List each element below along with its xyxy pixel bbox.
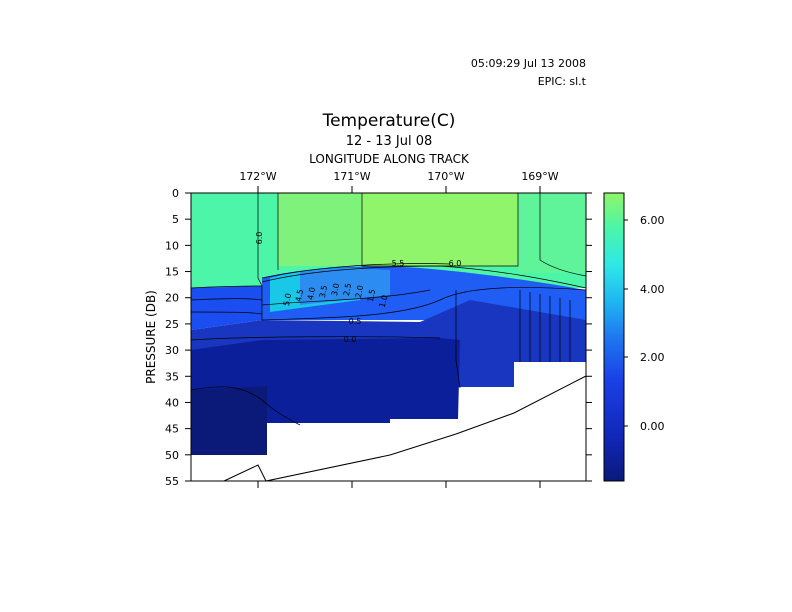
coldest-patch <box>191 384 267 455</box>
contour-label: 5.5 <box>392 259 405 268</box>
y-axis: 0 5 10 15 20 25 30 35 40 45 50 55 <box>165 187 592 488</box>
contour-labels: 6.0 5.0 4.5 4.0 3.5 3.0 2.5 2.0 1.5 1.0 0.5 0.0 5.5 6… <box>255 232 461 344</box>
y-tick-label: 20 <box>165 292 179 305</box>
contour-label: 0.5 <box>349 317 362 326</box>
x-tick-label: 169°W <box>521 170 558 183</box>
thermocline-band <box>191 286 262 330</box>
warm-patch <box>278 193 362 266</box>
chart-subtitle: 12 - 13 Jul 08 <box>346 134 433 149</box>
contour-label: 1.5 <box>366 289 377 303</box>
y-tick-label: 50 <box>165 449 179 462</box>
contour-label: 2.0 <box>354 285 365 299</box>
contour-label: 4.0 <box>306 287 317 301</box>
warm-patch-east <box>518 193 586 273</box>
contour-label: 2.5 <box>342 283 353 297</box>
y-tick-label: 15 <box>165 266 179 279</box>
chart-title: Temperature(C) <box>322 111 456 131</box>
x-tick-label: 170°W <box>427 170 464 183</box>
y-tick-label: 25 <box>165 318 179 331</box>
y-tick-label: 55 <box>165 475 179 488</box>
contour-label: 6.0 <box>255 232 264 245</box>
contour-label: 4.5 <box>294 289 305 303</box>
cold-patch <box>191 338 460 423</box>
y-tick-label: 10 <box>165 239 179 252</box>
contour-label: 0.0 <box>344 335 357 344</box>
colorbar-ticks <box>624 219 628 427</box>
y-tick-label: 30 <box>165 344 179 357</box>
x-tick-label: 171°W <box>333 170 370 183</box>
y-tick-label: 5 <box>172 213 179 226</box>
temperature-field <box>191 193 586 481</box>
contour-label: 1.0 <box>378 294 390 309</box>
plot-frame <box>190 192 587 482</box>
x-ticks <box>257 186 541 488</box>
colorbar-tick-label: 4.00 <box>640 283 665 296</box>
colorbar <box>603 192 625 482</box>
contour-label: 5.0 <box>282 293 293 307</box>
colorbar-tick-label: 0.00 <box>640 420 665 433</box>
contour-label: 6.0 <box>449 259 462 268</box>
track-line <box>223 375 587 482</box>
y-tick-label: 35 <box>165 370 179 383</box>
y-tick-label: 40 <box>165 396 179 409</box>
x-tick-label: 172°W <box>239 170 276 183</box>
hot-patch <box>362 193 518 266</box>
contour-lines <box>191 193 586 426</box>
epic-label: EPIC: sl.t <box>538 75 587 88</box>
colorbar-tick-label: 6.00 <box>640 214 665 227</box>
timestamp: 05:09:29 Jul 13 2008 <box>471 57 586 70</box>
colorbar-tick-label: 2.00 <box>640 351 665 364</box>
y-axis-label: PRESSURE (DB) <box>144 290 158 384</box>
y-tick-label: 45 <box>165 423 179 436</box>
contour-label: 3.5 <box>318 285 329 299</box>
gradient-band <box>300 268 390 305</box>
y-tick-label: 0 <box>172 187 179 200</box>
contour-label: 3.0 <box>330 283 341 297</box>
x-axis-label: LONGITUDE ALONG TRACK <box>309 152 470 166</box>
